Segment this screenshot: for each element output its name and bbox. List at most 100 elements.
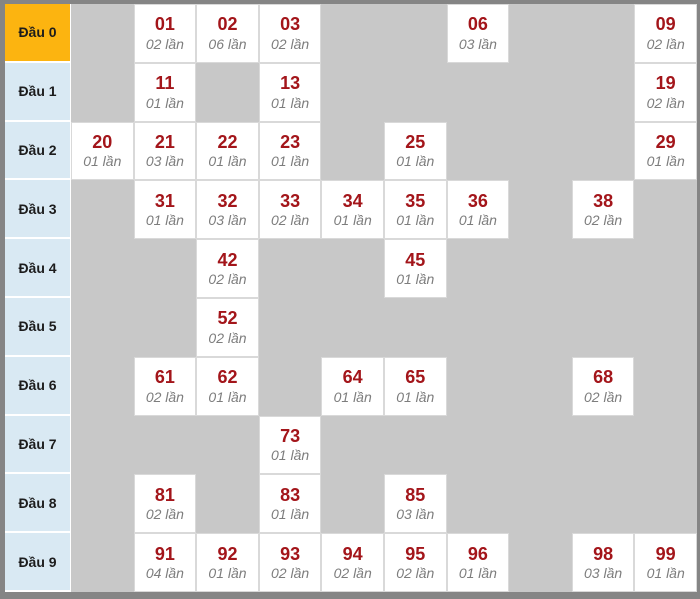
cell-number: 73 xyxy=(280,425,301,446)
cell-number: 62 xyxy=(217,367,238,388)
cell-frequency: 01 lần xyxy=(646,565,685,582)
number-cell-13: 13 01 lần xyxy=(258,62,322,122)
cell-number: 34 xyxy=(342,190,363,211)
cell-number: 91 xyxy=(154,543,175,564)
number-cell-22: 22 01 lần xyxy=(196,121,259,181)
cell-frequency: 02 lần xyxy=(646,94,685,111)
row-label-dau-9: Đầu 9 xyxy=(5,533,71,592)
cell-frequency: 01 lần xyxy=(396,271,435,288)
empty-cell xyxy=(509,298,572,357)
cell-number: 38 xyxy=(593,190,614,211)
number-cell-95: 95 02 lần xyxy=(383,533,447,592)
empty-cell xyxy=(259,239,322,298)
empty-cell xyxy=(71,474,134,533)
cell-number: 06 xyxy=(467,14,488,35)
empty-cell xyxy=(509,4,572,63)
cell-frequency: 01 lần xyxy=(208,388,247,405)
cell-frequency: 02 lần xyxy=(584,388,623,405)
number-cell-11: 11 01 lần xyxy=(133,62,197,122)
cell-frequency: 02 lần xyxy=(208,271,247,288)
cell-number: 32 xyxy=(217,190,238,211)
cell-number: 02 xyxy=(217,14,238,35)
number-cell-93: 93 02 lần xyxy=(258,533,322,592)
empty-cell xyxy=(447,63,510,122)
cell-frequency: 03 lần xyxy=(145,153,184,170)
empty-cell xyxy=(509,533,572,592)
cell-number: 11 xyxy=(155,73,175,94)
number-cell-73: 73 01 lần xyxy=(258,415,322,475)
empty-cell xyxy=(384,298,447,357)
empty-cell xyxy=(447,298,510,357)
cell-frequency: 01 lần xyxy=(271,153,310,170)
empty-cell xyxy=(71,298,134,357)
number-cell-19: 19 02 lần xyxy=(634,62,697,122)
cell-number: 20 xyxy=(92,131,113,152)
number-cell-62: 62 01 lần xyxy=(196,356,259,416)
empty-cell xyxy=(71,63,134,122)
empty-cell xyxy=(447,416,510,475)
cell-frequency: 03 lần xyxy=(396,506,435,523)
cell-number: 83 xyxy=(280,484,301,505)
number-cell-02: 02 06 lần xyxy=(196,4,259,63)
cell-frequency: 01 lần xyxy=(458,212,497,229)
empty-cell xyxy=(572,298,635,357)
empty-cell xyxy=(321,4,384,63)
empty-cell xyxy=(259,298,322,357)
number-cell-45: 45 01 lần xyxy=(383,239,447,298)
empty-cell xyxy=(134,239,197,298)
cell-frequency: 01 lần xyxy=(208,153,247,170)
empty-cell xyxy=(447,357,510,416)
cell-number: 68 xyxy=(593,367,614,388)
cell-number: 21 xyxy=(154,131,175,152)
cell-number: 99 xyxy=(655,543,676,564)
number-cell-61: 61 02 lần xyxy=(133,356,197,416)
cell-number: 98 xyxy=(593,543,614,564)
empty-cell xyxy=(71,180,134,239)
number-cell-83: 83 01 lần xyxy=(258,474,322,534)
empty-cell xyxy=(572,122,635,181)
empty-cell xyxy=(509,180,572,239)
cell-frequency: 02 lần xyxy=(271,565,310,582)
cell-frequency: 01 lần xyxy=(646,153,685,170)
empty-cell xyxy=(134,416,197,475)
empty-cell xyxy=(384,416,447,475)
empty-cell xyxy=(447,239,510,298)
empty-cell xyxy=(509,239,572,298)
cell-frequency: 02 lần xyxy=(208,329,247,346)
cell-number: 22 xyxy=(217,131,238,152)
cell-number: 52 xyxy=(217,308,238,329)
cell-frequency: 02 lần xyxy=(646,35,685,52)
number-cell-64: 64 01 lần xyxy=(321,356,384,416)
cell-number: 31 xyxy=(154,190,175,211)
empty-cell xyxy=(321,63,384,122)
number-cell-36: 36 01 lần xyxy=(446,180,510,240)
cell-frequency: 02 lần xyxy=(333,565,372,582)
cell-number: 09 xyxy=(655,14,676,35)
number-cell-85: 85 03 lần xyxy=(383,474,447,534)
cell-frequency: 03 lần xyxy=(458,35,497,52)
row-label-dau-1: Đầu 1 xyxy=(5,62,71,122)
empty-cell xyxy=(196,474,259,533)
cell-frequency: 02 lần xyxy=(396,565,435,582)
empty-cell xyxy=(572,63,635,122)
number-cell-33: 33 02 lần xyxy=(258,180,322,240)
number-cell-65: 65 01 lần xyxy=(383,356,447,416)
empty-cell xyxy=(384,4,447,63)
empty-cell xyxy=(572,416,635,475)
row-label-dau-3: Đầu 3 xyxy=(5,180,71,240)
cell-frequency: 01 lần xyxy=(333,388,372,405)
cell-frequency: 01 lần xyxy=(396,388,435,405)
cell-number: 95 xyxy=(405,543,426,564)
cell-frequency: 02 lần xyxy=(271,212,310,229)
empty-cell xyxy=(634,416,697,475)
number-cell-99: 99 01 lần xyxy=(634,533,697,592)
cell-number: 33 xyxy=(280,190,301,211)
number-cell-03: 03 02 lần xyxy=(258,4,322,63)
cell-number: 81 xyxy=(154,484,175,505)
row-label-dau-0: Đầu 0 xyxy=(5,4,71,63)
empty-cell xyxy=(71,416,134,475)
row-label-dau-5: Đầu 5 xyxy=(5,297,71,357)
empty-cell xyxy=(634,239,697,298)
cell-number: 13 xyxy=(280,73,301,94)
